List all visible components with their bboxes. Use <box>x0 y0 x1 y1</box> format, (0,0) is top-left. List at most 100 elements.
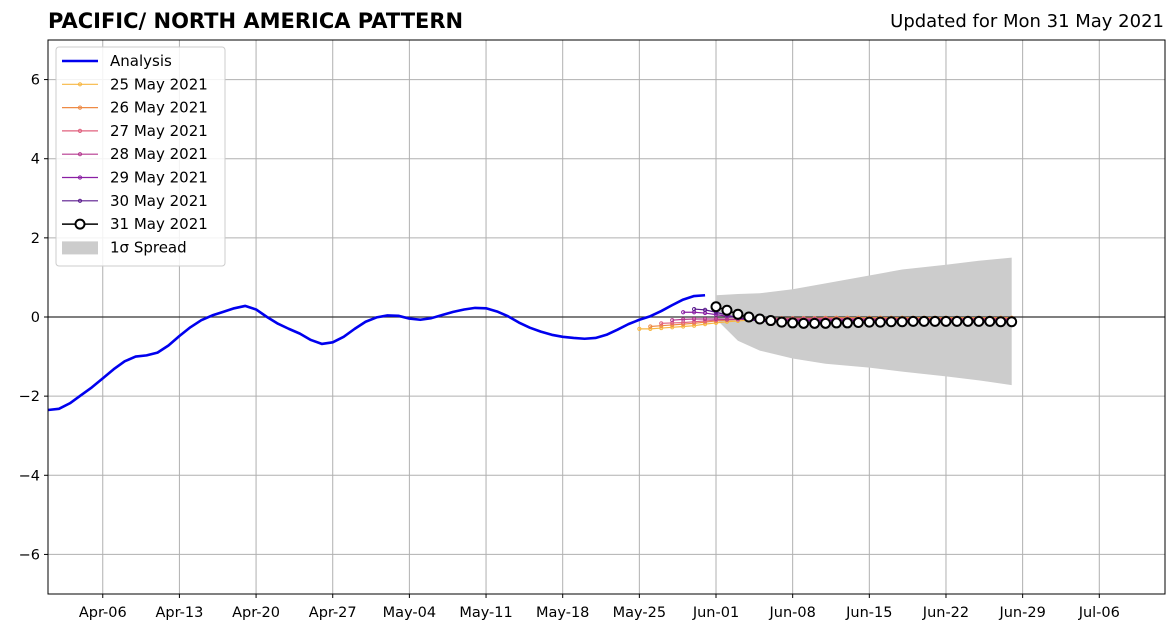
forecast-point <box>820 317 832 329</box>
forecast-point <box>798 317 810 329</box>
forecast-point <box>984 315 996 327</box>
series-0 <box>47 293 706 412</box>
forecast-point <box>670 325 675 330</box>
forecast-point <box>841 317 853 329</box>
legend-entry: 27 May 2021 <box>62 122 208 140</box>
legend-entry: 26 May 2021 <box>62 99 208 117</box>
forecast-point <box>713 312 719 317</box>
forecast-point <box>776 316 788 328</box>
legend-label: 25 May 2021 <box>110 75 208 93</box>
legend-marker <box>74 218 86 230</box>
y-tick-label: 0 <box>31 310 40 326</box>
forecast-point <box>659 321 664 326</box>
legend-entry: Analysis <box>62 52 172 70</box>
y-tick-label: −6 <box>19 547 40 563</box>
legend-marker <box>77 128 83 133</box>
legend-label: 28 May 2021 <box>110 145 208 163</box>
x-tick-label: Apr-20 <box>232 605 280 621</box>
x-tick-label: Apr-06 <box>79 605 127 621</box>
forecast-point <box>721 304 733 316</box>
forecast-point <box>692 316 697 322</box>
forecast-point <box>852 317 864 329</box>
legend-entry: 29 May 2021 <box>62 169 208 187</box>
forecast-line <box>650 317 1012 328</box>
chart-title: PACIFIC/ NORTH AMERICA PATTERN <box>48 9 464 33</box>
series-lines <box>47 293 1018 412</box>
spread-band <box>716 257 1012 386</box>
forecast-point <box>713 316 719 322</box>
y-tick-label: −2 <box>19 389 40 405</box>
forecast-point <box>681 317 686 322</box>
forecast-point <box>995 316 1007 328</box>
forecast-point <box>973 315 985 327</box>
forecast-point <box>885 316 897 328</box>
legend-label: 1σ Spread <box>110 238 187 256</box>
forecast-point <box>659 323 664 328</box>
forecast-point <box>929 315 941 327</box>
y-tick-label: 6 <box>31 73 40 89</box>
forecast-point <box>692 323 697 328</box>
forecast-point <box>787 317 799 329</box>
x-tick-label: Jun-22 <box>922 605 969 621</box>
legend-label: 29 May 2021 <box>110 169 208 187</box>
x-tick-label: May-25 <box>613 605 666 621</box>
y-tick-label: 2 <box>31 231 40 247</box>
forecast-point <box>648 326 653 331</box>
legend-marker <box>77 105 83 110</box>
forecast-point <box>702 307 708 312</box>
series-7 <box>710 301 1018 329</box>
legend-label: 31 May 2021 <box>110 215 208 233</box>
legend-label: 26 May 2021 <box>110 99 208 117</box>
legend-label: 27 May 2021 <box>110 122 208 140</box>
analysis-line <box>47 293 706 412</box>
x-tick-label: May-04 <box>383 605 436 621</box>
legend-label: 30 May 2021 <box>110 192 208 210</box>
legend-entry: 1σ Spread <box>62 238 187 256</box>
x-tick-label: May-11 <box>459 605 512 621</box>
legend-entry: 31 May 2021 <box>62 215 208 233</box>
forecast-point <box>896 316 908 328</box>
forecast-point <box>670 318 675 323</box>
forecast-point <box>648 324 653 329</box>
x-tick-label: Jun-01 <box>692 605 739 621</box>
forecast-point <box>681 310 686 315</box>
axis-ticks: Apr-06 Apr-13 Apr-20 Apr-27 May-04 May-11 May-… <box>19 73 1120 621</box>
forecast-point <box>681 324 686 329</box>
x-tick-label: Apr-27 <box>309 605 357 621</box>
x-tick-label: Jun-29 <box>998 605 1045 621</box>
forecast-point <box>1006 316 1018 328</box>
forecast-point <box>940 315 952 327</box>
y-tick-label: −4 <box>19 468 40 484</box>
forecast-point <box>702 316 708 322</box>
legend-entry: 25 May 2021 <box>62 75 208 93</box>
legend-marker <box>77 82 83 87</box>
chart-updated-date: Updated for Mon 31 May 2021 <box>890 11 1164 32</box>
forecast-point <box>918 315 930 327</box>
legend-swatch <box>62 241 98 255</box>
x-tick-label: Jun-15 <box>845 605 892 621</box>
legend-marker <box>77 198 83 203</box>
legend-box <box>55 46 226 267</box>
forecast-point <box>907 315 919 327</box>
spread-area <box>716 257 1012 386</box>
forecast-point <box>710 301 722 313</box>
legend-label: Analysis <box>110 52 172 70</box>
forecast-point <box>765 315 777 327</box>
forecast-point <box>951 315 963 327</box>
legend: Analysis 25 May 2021 26 May 2021 27 May 202… <box>55 46 226 267</box>
legend-entry: 30 May 2021 <box>62 192 208 210</box>
forecast-point <box>754 313 766 325</box>
legend-marker <box>77 175 83 180</box>
forecast-point <box>743 311 755 323</box>
x-tick-label: Apr-13 <box>155 605 203 621</box>
forecast-point <box>692 306 697 312</box>
forecast-point <box>962 315 974 327</box>
forecast-point <box>637 326 642 331</box>
legend-marker <box>77 152 83 157</box>
forecast-point <box>863 316 875 328</box>
x-tick-label: Jun-08 <box>768 605 815 621</box>
forecast-point <box>874 316 886 328</box>
forecast-point <box>809 317 821 329</box>
x-tick-label: May-18 <box>536 605 589 621</box>
